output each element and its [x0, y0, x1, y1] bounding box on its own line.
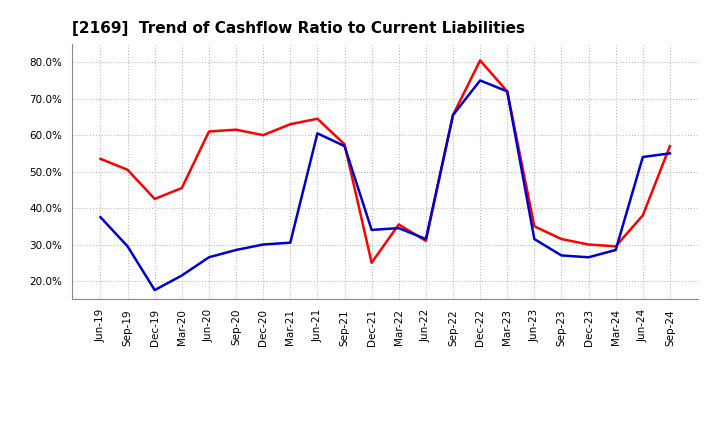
- Free CF to Current Liabilities: [259, 242, 268, 247]
- Operating CF to Current Liabilities: [367, 260, 376, 265]
- Operating CF to Current Liabilities: [611, 244, 620, 249]
- Text: [2169]  Trend of Cashflow Ratio to Current Liabilities: [2169] Trend of Cashflow Ratio to Curren…: [72, 21, 525, 36]
- Line: Free CF to Current Liabilities: Free CF to Current Liabilities: [101, 81, 670, 290]
- Free CF to Current Liabilities: [639, 154, 647, 160]
- Free CF to Current Liabilities: [557, 253, 566, 258]
- Operating CF to Current Liabilities: [476, 58, 485, 63]
- Free CF to Current Liabilities: [204, 255, 213, 260]
- Line: Operating CF to Current Liabilities: Operating CF to Current Liabilities: [101, 60, 670, 263]
- Operating CF to Current Liabilities: [395, 222, 403, 227]
- Operating CF to Current Liabilities: [96, 156, 105, 161]
- Free CF to Current Liabilities: [611, 247, 620, 253]
- Operating CF to Current Liabilities: [259, 132, 268, 138]
- Operating CF to Current Liabilities: [665, 143, 674, 149]
- Free CF to Current Liabilities: [313, 131, 322, 136]
- Free CF to Current Liabilities: [150, 287, 159, 293]
- Operating CF to Current Liabilities: [313, 116, 322, 121]
- Free CF to Current Liabilities: [584, 255, 593, 260]
- Free CF to Current Liabilities: [421, 236, 430, 242]
- Free CF to Current Liabilities: [123, 244, 132, 249]
- Operating CF to Current Liabilities: [530, 224, 539, 229]
- Operating CF to Current Liabilities: [286, 121, 294, 127]
- Operating CF to Current Liabilities: [150, 196, 159, 202]
- Free CF to Current Liabilities: [286, 240, 294, 246]
- Free CF to Current Liabilities: [367, 227, 376, 233]
- Free CF to Current Liabilities: [530, 236, 539, 242]
- Operating CF to Current Liabilities: [123, 167, 132, 172]
- Operating CF to Current Liabilities: [449, 113, 457, 118]
- Legend: Operating CF to Current Liabilities, Free CF to Current Liabilities: Operating CF to Current Liabilities, Fre…: [135, 438, 636, 440]
- Operating CF to Current Liabilities: [557, 236, 566, 242]
- Free CF to Current Liabilities: [665, 151, 674, 156]
- Operating CF to Current Liabilities: [639, 213, 647, 218]
- Free CF to Current Liabilities: [503, 89, 511, 94]
- Free CF to Current Liabilities: [449, 113, 457, 118]
- Free CF to Current Liabilities: [395, 225, 403, 231]
- Operating CF to Current Liabilities: [232, 127, 240, 132]
- Free CF to Current Liabilities: [476, 78, 485, 83]
- Operating CF to Current Liabilities: [178, 185, 186, 191]
- Free CF to Current Liabilities: [232, 247, 240, 253]
- Operating CF to Current Liabilities: [584, 242, 593, 247]
- Operating CF to Current Liabilities: [421, 238, 430, 243]
- Free CF to Current Liabilities: [341, 143, 349, 149]
- Free CF to Current Liabilities: [178, 273, 186, 278]
- Operating CF to Current Liabilities: [341, 142, 349, 147]
- Free CF to Current Liabilities: [96, 215, 105, 220]
- Operating CF to Current Liabilities: [503, 89, 511, 94]
- Operating CF to Current Liabilities: [204, 129, 213, 134]
